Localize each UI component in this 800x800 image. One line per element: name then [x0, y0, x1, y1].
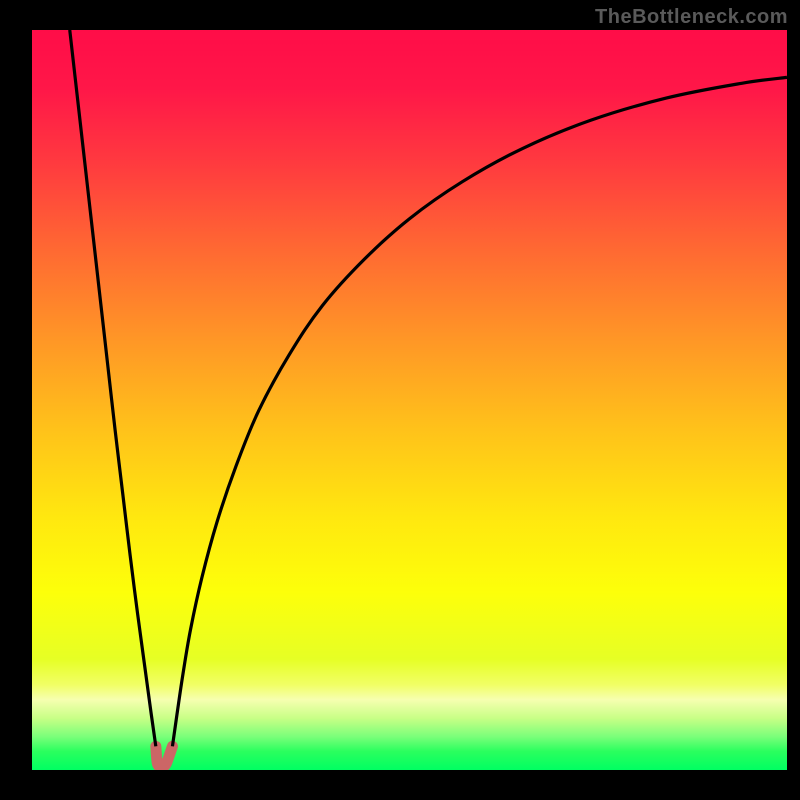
chart-container: TheBottleneck.com: [0, 0, 800, 800]
plot-area: [32, 30, 787, 770]
bottleneck-curve-right: [172, 77, 787, 746]
min-marker: [156, 746, 173, 766]
watermark-text: TheBottleneck.com: [595, 6, 788, 29]
curve-layer: [32, 30, 787, 770]
bottleneck-curve-left: [70, 30, 156, 746]
